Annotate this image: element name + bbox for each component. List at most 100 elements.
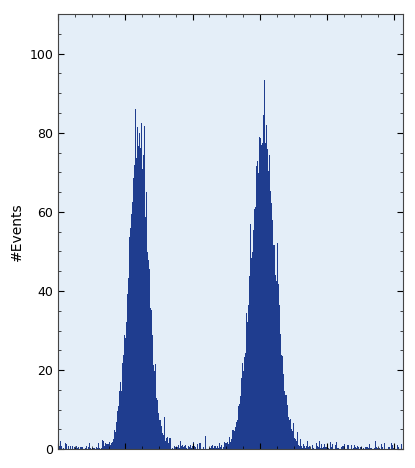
Bar bbox=[205, 436, 206, 449]
Bar bbox=[189, 447, 190, 449]
Bar bbox=[325, 447, 326, 449]
Bar bbox=[178, 445, 179, 449]
Bar bbox=[277, 243, 278, 449]
Bar bbox=[199, 443, 200, 449]
Bar bbox=[105, 443, 106, 449]
Bar bbox=[151, 310, 152, 449]
Bar bbox=[128, 278, 129, 449]
Bar bbox=[235, 427, 236, 449]
Bar bbox=[179, 448, 180, 449]
Bar bbox=[290, 419, 291, 449]
Y-axis label: #Events: #Events bbox=[10, 202, 24, 261]
Bar bbox=[228, 444, 229, 449]
Bar bbox=[307, 441, 308, 449]
Bar bbox=[94, 448, 95, 449]
Bar bbox=[243, 372, 244, 449]
Bar bbox=[353, 448, 354, 449]
Bar bbox=[348, 445, 349, 449]
Bar bbox=[273, 245, 274, 449]
Bar bbox=[312, 448, 313, 449]
Bar bbox=[327, 446, 328, 449]
Bar bbox=[96, 446, 97, 449]
Bar bbox=[264, 80, 265, 449]
Bar bbox=[356, 448, 357, 449]
Bar bbox=[259, 138, 260, 449]
Bar bbox=[115, 432, 116, 449]
Bar bbox=[385, 448, 386, 449]
Bar bbox=[221, 445, 222, 449]
Bar bbox=[301, 446, 302, 449]
Bar bbox=[319, 441, 320, 449]
Bar bbox=[82, 447, 83, 449]
Bar bbox=[238, 406, 239, 449]
Bar bbox=[229, 442, 230, 449]
Bar bbox=[145, 217, 146, 449]
Bar bbox=[123, 355, 124, 449]
Bar bbox=[81, 447, 82, 449]
Bar bbox=[288, 417, 289, 449]
Bar bbox=[272, 219, 273, 449]
Bar bbox=[77, 448, 78, 449]
Bar bbox=[300, 439, 301, 449]
Bar bbox=[126, 322, 127, 449]
Bar bbox=[281, 356, 282, 449]
Bar bbox=[308, 448, 309, 449]
Bar bbox=[116, 422, 117, 449]
Bar bbox=[175, 446, 176, 449]
Bar bbox=[181, 446, 182, 449]
Bar bbox=[321, 444, 322, 449]
Bar bbox=[122, 363, 123, 449]
Bar bbox=[218, 448, 219, 449]
Bar bbox=[289, 420, 290, 449]
Bar bbox=[118, 405, 119, 449]
Bar bbox=[332, 444, 333, 449]
Bar bbox=[165, 441, 166, 449]
Bar bbox=[297, 432, 298, 449]
Bar bbox=[369, 444, 370, 449]
Bar bbox=[257, 161, 258, 449]
Bar bbox=[253, 230, 254, 449]
Bar bbox=[324, 444, 325, 449]
Bar bbox=[59, 446, 60, 449]
Bar bbox=[98, 443, 99, 449]
Bar bbox=[158, 413, 159, 449]
Bar bbox=[364, 448, 365, 449]
Bar bbox=[194, 446, 195, 449]
Bar bbox=[366, 447, 367, 449]
Bar bbox=[224, 442, 225, 449]
Bar bbox=[246, 313, 247, 449]
Bar bbox=[215, 446, 216, 449]
Bar bbox=[349, 446, 350, 449]
Bar bbox=[85, 448, 86, 449]
Bar bbox=[209, 446, 210, 449]
Bar bbox=[225, 443, 226, 449]
Bar bbox=[129, 236, 130, 449]
Bar bbox=[368, 448, 369, 449]
Bar bbox=[70, 446, 71, 449]
Bar bbox=[106, 444, 107, 449]
Bar bbox=[149, 269, 150, 449]
Bar bbox=[278, 284, 279, 449]
Bar bbox=[268, 171, 269, 449]
Bar bbox=[338, 448, 339, 449]
Bar bbox=[276, 281, 277, 449]
Bar bbox=[379, 448, 380, 449]
Bar bbox=[249, 276, 250, 449]
Bar bbox=[74, 446, 75, 449]
Bar bbox=[68, 446, 69, 449]
Bar bbox=[275, 239, 276, 449]
Bar bbox=[391, 443, 392, 449]
Bar bbox=[203, 447, 204, 449]
Bar bbox=[160, 420, 161, 449]
Bar bbox=[283, 383, 284, 449]
Bar bbox=[72, 446, 73, 449]
Bar bbox=[266, 125, 267, 449]
Bar bbox=[121, 391, 122, 449]
Bar bbox=[97, 448, 98, 449]
Bar bbox=[294, 438, 295, 449]
Bar bbox=[136, 158, 137, 449]
Bar bbox=[131, 214, 132, 449]
Bar bbox=[107, 444, 108, 449]
Bar bbox=[371, 448, 372, 449]
Bar bbox=[227, 440, 228, 449]
